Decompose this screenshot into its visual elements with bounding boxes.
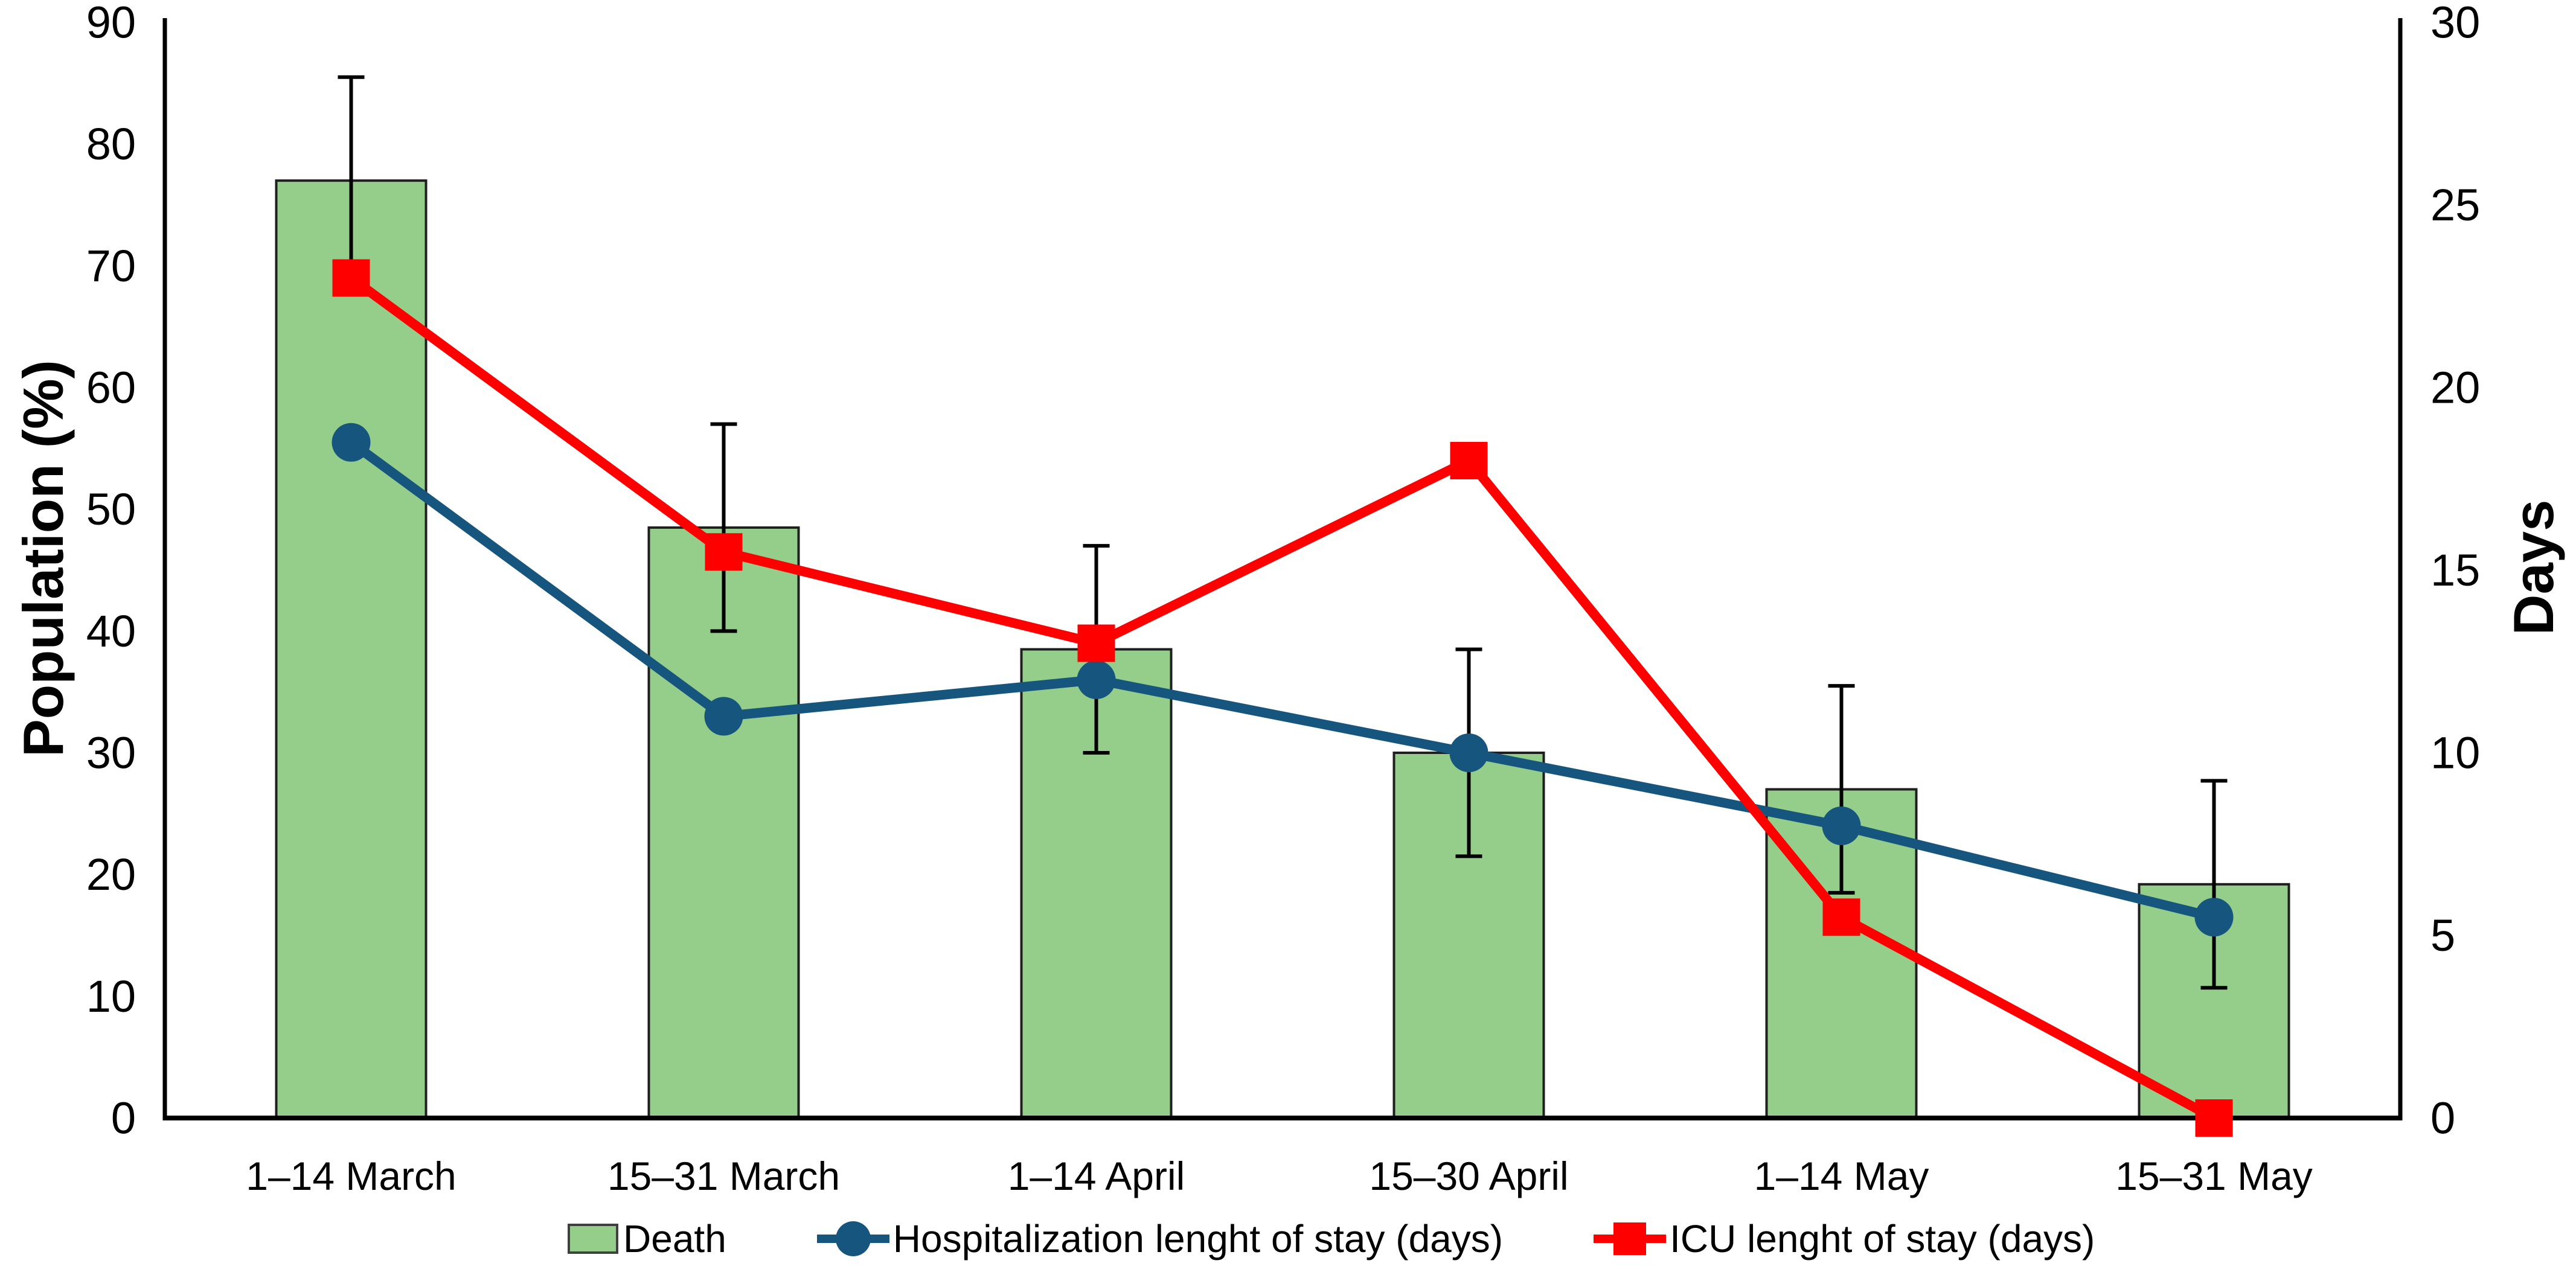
legend: Death Hospitalization lenght of stay (da… [568,1209,2095,1269]
axes-group [162,18,2403,1120]
right-axis-tick-label: 10 [2430,728,2480,778]
x-axis-category-label: 1–14 May [1754,1154,1929,1198]
legend-label-death: Death [623,1217,726,1260]
left-axis-tick-label: 30 [86,728,136,778]
icu-line-marker-icon [1594,1219,1667,1258]
icu-marker [1077,624,1115,662]
left-axis-tick-label: 60 [86,363,136,413]
right-axis-tick-label: 15 [2430,545,2480,595]
hospitalization-line [348,438,2216,922]
right-axis-tick-label: 20 [2430,363,2480,413]
left-axis-tick-label: 0 [111,1093,136,1143]
left-axis-tick-label: 80 [86,119,136,169]
hospitalization-series-group [332,423,2234,937]
x-axis-category-label: 15–31 May [2115,1154,2313,1198]
hospitalization-marker [1449,733,1488,772]
left-axis-tick-label: 20 [86,849,136,899]
right-axis-tick-label: 30 [2430,0,2480,48]
legend-item-death: Death [568,1216,726,1261]
left-axis-tick-label: 50 [86,484,136,534]
x-axis-category-label: 15–30 April [1369,1154,1568,1198]
left-axis-title: Population (%) [11,360,75,757]
hospitalization-marker [332,423,371,462]
bars-group [275,179,2290,1120]
legend-label-hospitalization: Hospitalization lenght of stay (days) [892,1217,1504,1260]
icu-line [348,274,2217,1123]
icu-marker [2195,1099,2233,1137]
right-axis-title: Days [2502,499,2565,636]
legend-item-icu: ICU lenght of stay (days) [1594,1216,2095,1261]
icu-series-group [332,259,2233,1137]
hospitalization-marker [1077,660,1116,699]
legend-item-hospitalization: Hospitalization lenght of stay (days) [816,1216,1504,1261]
tick-labels-group: 0 10 20 30 40 50 60 70 80 90 0 5 10 15 20 25 30 1–14 Marc… [86,0,2481,1198]
icu-marker [1822,898,1860,936]
x-axis-category-label: 1–14 April [1008,1154,1185,1198]
left-axis-tick-label: 40 [86,606,136,656]
death-bar-swatch-icon [568,1224,618,1254]
icu-marker [1450,442,1488,479]
icu-marker [705,533,743,571]
right-axis-tick-label: 25 [2430,180,2480,230]
left-axis-tick-label: 70 [86,241,136,291]
x-axis-category-label: 15–31 March [607,1154,840,1198]
hospitalization-marker [704,697,743,736]
left-axis-tick-label: 10 [86,971,136,1021]
right-axis-tick-label: 5 [2430,910,2455,960]
right-axis-tick-label: 0 [2430,1093,2455,1143]
death-bar [275,179,428,1120]
hospitalization-marker [1822,807,1861,845]
hospitalization-line-marker-icon [816,1219,889,1258]
legend-label-icu: ICU lenght of stay (days) [1670,1217,2095,1260]
hospitalization-marker [2194,898,2234,937]
left-axis-tick-label: 90 [86,0,136,48]
icu-marker [332,259,370,297]
x-axis-category-label: 1–14 March [246,1154,457,1198]
